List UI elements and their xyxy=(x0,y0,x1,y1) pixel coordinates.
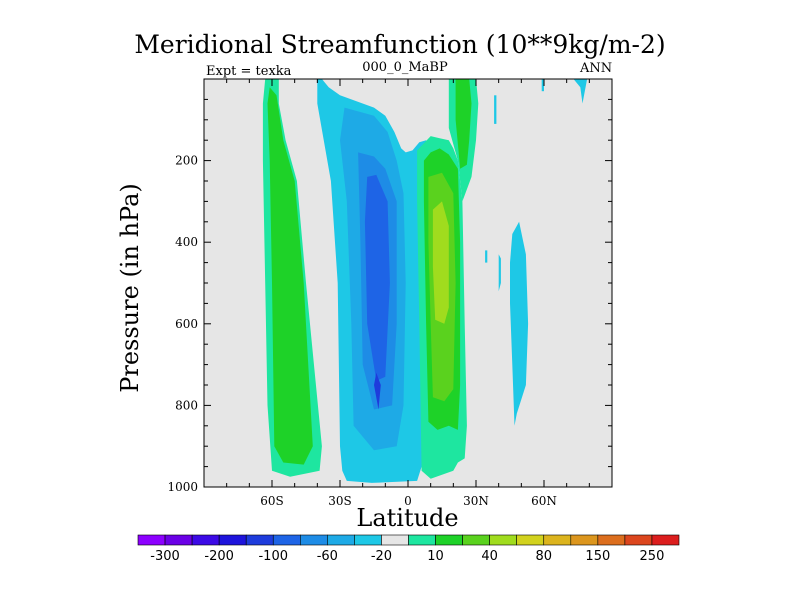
y-tick-label: 400 xyxy=(175,235,198,249)
contour-ferrel-core-4 xyxy=(374,372,381,410)
colorbar-swatch xyxy=(137,534,166,546)
colorbar-swatch xyxy=(408,534,436,546)
contour-nh-hadley-core-3 xyxy=(432,201,449,324)
y-tick-label: 800 xyxy=(175,398,198,412)
colorbar-swatch xyxy=(191,534,220,546)
contour-nh-top-negative xyxy=(494,95,497,124)
colorbar-swatch xyxy=(435,534,463,546)
colorbar-swatch xyxy=(354,534,382,546)
colorbar: -300 -200 -100 -60 -20 10 40 80 150 250 xyxy=(137,534,680,564)
case-label: 000_0_MaBP xyxy=(362,60,448,75)
contour-nh-high-negative-2 xyxy=(541,79,544,92)
season-label: ANN xyxy=(580,61,613,76)
colorbar-swatch xyxy=(327,534,355,546)
x-tick-label: 60N xyxy=(531,494,557,508)
x-tick-label: 30N xyxy=(463,494,489,508)
contour-nh-mid-negative-2 xyxy=(498,254,501,292)
chart-title: Meridional Streamfunction (10**9kg/m-2) xyxy=(134,30,666,59)
colorbar-label: -200 xyxy=(204,549,234,564)
colorbar-label: 10 xyxy=(427,549,444,564)
colorbar-label: 150 xyxy=(585,549,610,564)
x-tick-label: 0 xyxy=(404,494,412,508)
y-tick-label: 200 xyxy=(175,154,198,168)
colorbar-swatch xyxy=(462,534,490,546)
colorbar-swatch xyxy=(624,534,653,546)
colorbar-swatch xyxy=(299,534,328,546)
x-axis-label: Latitude xyxy=(356,504,459,532)
contour-nh-mid-negative-1 xyxy=(510,221,529,426)
axes: 60S 30S 0 30N 60N 200 400 600 800 1000 xyxy=(167,78,613,508)
colorbar-swatch xyxy=(164,534,193,546)
y-tick-label: 1000 xyxy=(167,480,198,494)
contour-sh-hadley-positive-core xyxy=(267,87,313,465)
y-tick-label: 600 xyxy=(175,317,198,331)
colorbar-label: 250 xyxy=(640,549,665,564)
colorbar-swatch xyxy=(381,534,409,546)
colorbar-swatch xyxy=(597,534,626,546)
colorbar-swatch xyxy=(516,534,545,546)
colorbar-swatch xyxy=(245,534,274,546)
experiment-label: Expt = texka xyxy=(206,64,292,79)
contour-nh-high-negative-1 xyxy=(573,79,588,104)
colorbar-label: 80 xyxy=(535,549,552,564)
colorbar-swatch xyxy=(651,534,680,546)
contour-ferrel-core-3 xyxy=(364,174,390,381)
x-tick-label: 30S xyxy=(328,494,352,508)
colorbar-swatch xyxy=(218,534,247,546)
colorbar-label: -300 xyxy=(150,549,180,564)
contour-nh-mid-negative-3 xyxy=(485,250,488,263)
colorbar-label: -20 xyxy=(371,549,392,564)
colorbar-swatch xyxy=(570,534,599,546)
contour-regions xyxy=(262,79,588,483)
colorbar-swatch xyxy=(489,534,517,546)
colorbar-label: 40 xyxy=(481,549,498,564)
colorbar-label: -100 xyxy=(258,549,288,564)
colorbar-swatch xyxy=(543,534,572,546)
colorbar-swatch xyxy=(272,534,301,546)
contour-nh-upper-arm-core xyxy=(455,79,472,169)
colorbar-label: -60 xyxy=(317,549,338,564)
x-tick-label: 60S xyxy=(260,494,284,508)
